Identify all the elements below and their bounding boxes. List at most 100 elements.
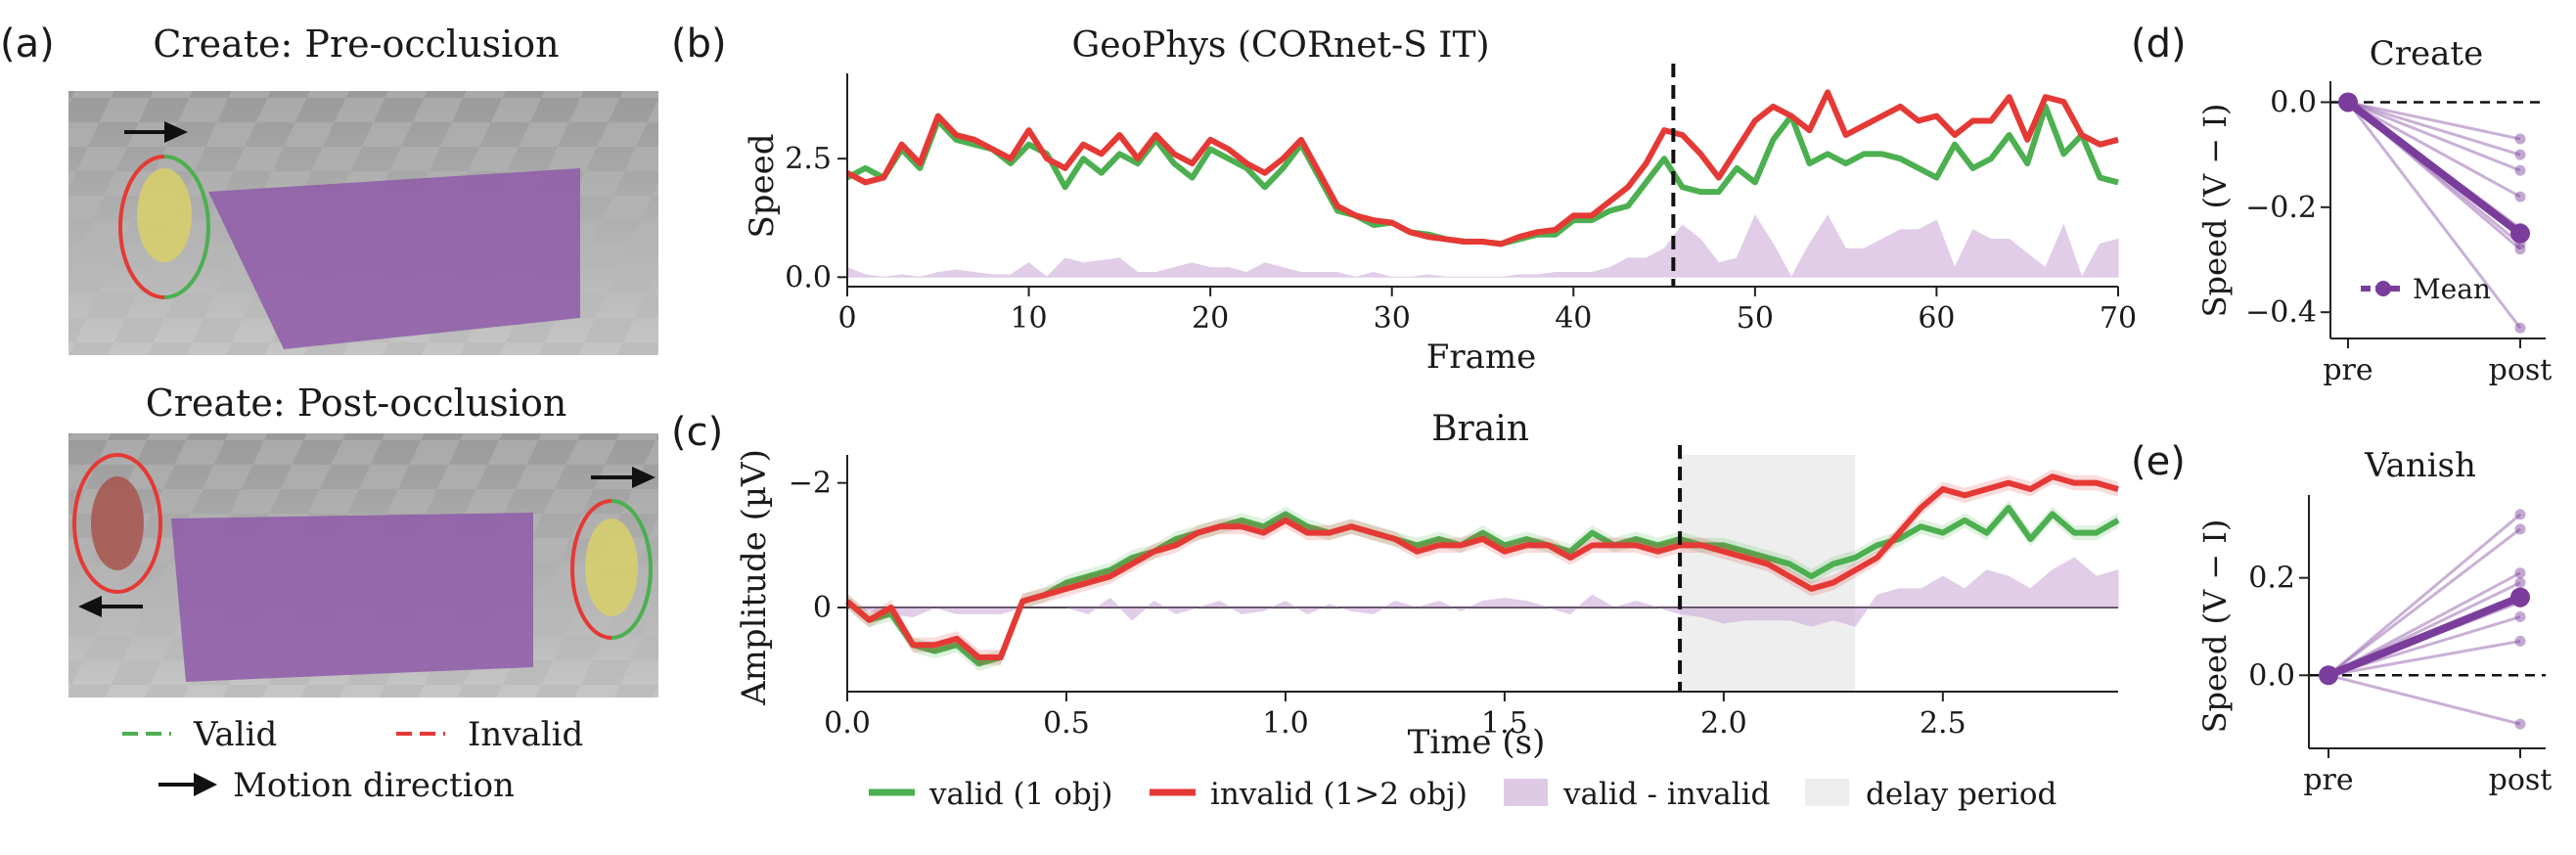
individual-post-point	[2514, 611, 2526, 623]
chart-d-title: Create	[2370, 34, 2483, 73]
valid-ellipse-right	[610, 499, 653, 640]
x-category-label: post	[2489, 763, 2553, 797]
individual-post-point	[2514, 149, 2526, 160]
scene-pre-occlusion	[68, 91, 658, 355]
chart-b-title: GeoPhys (CORnet-S IT)	[1071, 25, 1489, 66]
individual-slope-line	[2347, 101, 2521, 157]
chart-d-legend-mean: Mean	[2413, 273, 2491, 305]
individual-post-point	[2514, 509, 2526, 520]
bunny-yellow	[137, 168, 192, 262]
mean-pre-point	[2319, 665, 2338, 686]
y-tick-label: 0	[813, 591, 832, 625]
chart-e-vanish: Vanish 0.0 0.2 pre post Speed (V − I)	[2196, 446, 2552, 797]
x-tick-label: 30	[1374, 301, 1411, 336]
legend-delay-swatch	[1805, 779, 1849, 806]
panel-a: Create: Pre-occlusion Create: Post-occlu…	[68, 22, 658, 805]
legend-diff-swatch	[1504, 779, 1548, 806]
individual-post-point	[2514, 191, 2526, 202]
chart-e-ylabel: Speed (V − I)	[2196, 519, 2234, 734]
legend-invalid-label: Invalid	[468, 715, 583, 754]
individual-slope-line	[2327, 639, 2521, 677]
panel-letter-a: (a)	[0, 22, 55, 67]
series-area-valid-minus-invalid	[846, 214, 2119, 279]
x-tick-label: 0	[837, 301, 856, 336]
panel-letter-c: (c)	[671, 410, 723, 455]
legend-valid-label: Valid	[193, 715, 277, 754]
legend-motion-arrow-icon	[158, 773, 217, 796]
invalid-ellipse-outline	[118, 155, 165, 299]
individual-post-point	[2514, 244, 2526, 255]
individual-post-point	[2514, 322, 2526, 334]
panel-a-legend: Valid Invalid Motion direction	[122, 715, 583, 805]
legend-delay-label: delay period	[1866, 777, 2056, 812]
chart-c-title: Brain	[1431, 409, 1529, 449]
chart-c-ylabel: Amplitude (µV)	[735, 449, 774, 706]
individual-slope-line	[2346, 101, 2522, 330]
series-line-valid	[845, 505, 2120, 667]
x-tick-label: 1.0	[1262, 706, 1309, 741]
panel-letter-d: (d)	[2131, 22, 2187, 67]
x-category-label: pre	[2303, 763, 2353, 797]
chart-e-title: Vanish	[2364, 446, 2476, 485]
individual-post-point	[2514, 577, 2526, 589]
chart-b-xlabel: Frame	[1426, 338, 1536, 377]
mean-post-point	[2510, 223, 2530, 244]
individual-slope-line	[2327, 527, 2521, 677]
panel-letter-e: (e)	[2131, 439, 2186, 484]
chart-c-brain: Brain 0.0 0.5 1.0 1.5 2.0 2.5 0 −2 Time (s) Amp…	[735, 409, 2120, 762]
series-line-invalid	[845, 89, 2119, 248]
scene-post-occlusion	[68, 433, 658, 698]
bottom-legend: valid (1 obj) invalid (1>2 obj) valid - …	[869, 777, 2056, 812]
x-tick-label: 0.5	[1043, 706, 1090, 741]
individual-slope-line	[2347, 101, 2521, 199]
x-tick-label: 50	[1737, 301, 1774, 336]
series-line-invalid	[845, 473, 2119, 660]
y-tick-label: 0.0	[2270, 85, 2317, 119]
legend-diff-label: valid - invalid	[1562, 777, 1770, 812]
occluder-wall-post	[171, 513, 533, 682]
individual-post-point	[2514, 133, 2526, 145]
x-tick-label: 1.5	[1481, 706, 1528, 741]
bunny-yellow-right	[585, 518, 638, 616]
x-tick-label: 40	[1555, 301, 1592, 336]
legend-valid-1obj: valid (1 obj)	[928, 777, 1112, 812]
individual-slope-line	[2347, 101, 2521, 172]
mean-post-point	[2510, 587, 2530, 608]
y-tick-label: −2	[789, 467, 832, 501]
bunny-red	[91, 476, 144, 570]
y-tick-label: −0.2	[2245, 191, 2317, 225]
series-line-valid	[845, 103, 2119, 248]
panel-a-bottom-title: Create: Post-occlusion	[146, 382, 567, 425]
x-tick-label: 60	[1918, 301, 1955, 336]
chart-d-legend: Mean	[2361, 273, 2491, 305]
mean-slope-line	[2327, 593, 2522, 679]
chart-b-ylabel: Speed	[743, 133, 782, 238]
panel-letter-b: (b)	[671, 22, 727, 67]
x-tick-label: 20	[1192, 301, 1229, 336]
individual-post-point	[2514, 635, 2526, 647]
mean-slope-line	[2345, 99, 2523, 237]
invalid-ellipse-right	[570, 499, 612, 640]
individual-post-point	[2514, 718, 2526, 730]
individual-slope-line	[2327, 673, 2521, 726]
valid-ellipse-outline	[163, 155, 210, 299]
occluder-wall	[208, 168, 580, 349]
chart-b-geophys: GeoPhys (CORnet-S IT) 0 10 20 30 40 50 60 70 0.0…	[743, 25, 2137, 377]
motion-arrow-right	[124, 121, 188, 143]
series-area-valid-minus-invalid	[846, 557, 2119, 627]
y-tick-label: 2.5	[785, 142, 832, 176]
panel-a-top-title: Create: Pre-occlusion	[153, 22, 559, 66]
x-category-label: post	[2489, 353, 2553, 387]
individual-slope-line	[2347, 101, 2521, 141]
mean-pre-point	[2338, 92, 2358, 112]
y-tick-label: 0.0	[785, 260, 832, 294]
y-tick-label: 0.0	[2248, 658, 2295, 693]
invalid-ellipse-left	[72, 453, 162, 594]
individual-post-point	[2514, 523, 2526, 535]
legend-motion-label: Motion direction	[233, 766, 515, 805]
individual-slope-line	[2327, 513, 2521, 677]
chart-c-xlabel: Time (s)	[1408, 723, 1546, 762]
x-tick-label: 10	[1010, 301, 1047, 336]
x-tick-label: 0.0	[824, 706, 871, 741]
